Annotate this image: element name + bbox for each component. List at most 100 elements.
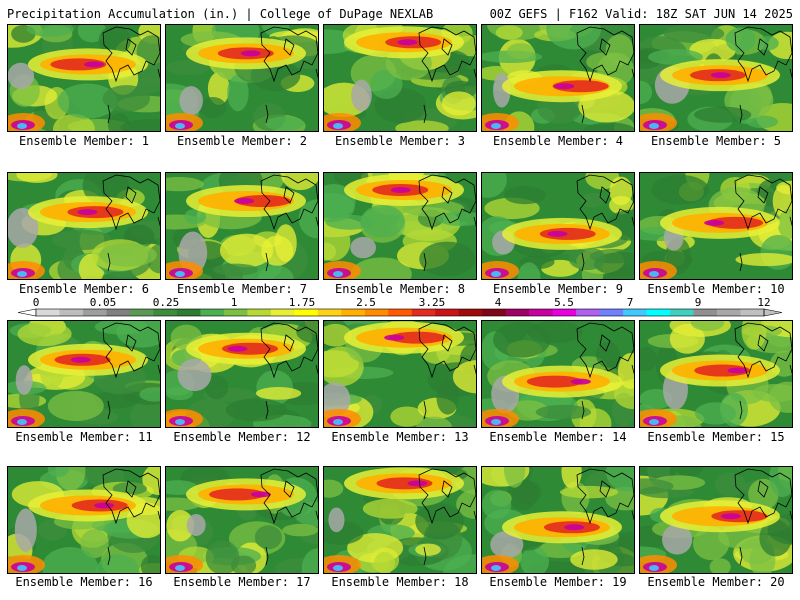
ensemble-member-map (7, 320, 161, 428)
border-line (107, 104, 111, 124)
border-line (265, 104, 269, 124)
great-lakes-outline (734, 26, 792, 83)
border-line (107, 546, 111, 566)
border-line (423, 400, 427, 420)
colorbar-swatch (200, 309, 225, 316)
colorbar-tick-label: 4 (494, 296, 502, 309)
ensemble-member-label: Ensemble Member: 3 (334, 134, 466, 148)
precip-field (8, 467, 160, 573)
ensemble-member-map (639, 172, 793, 280)
ensemble-member-label: Ensemble Member: 14 (489, 430, 627, 444)
ensemble-member-label: Ensemble Member: 8 (334, 282, 466, 296)
precip-field (640, 321, 792, 427)
ensemble-member-map (323, 466, 477, 574)
colorbar-tick-label: 0 (32, 296, 40, 309)
colorbar-swatch (435, 309, 460, 316)
precip-field (8, 25, 160, 131)
ensemble-member-map (7, 172, 161, 280)
model-valid-time: 00Z GEFS | F162 Valid: 18Z SAT JUN 14 20… (489, 7, 793, 21)
colorbar-swatch (623, 309, 648, 316)
colorbar-tick-label: 1.75 (288, 296, 316, 309)
great-lakes-outline (102, 174, 160, 231)
precip-field (482, 321, 634, 427)
border-line (423, 546, 427, 566)
colorbar-swatch (294, 309, 319, 316)
border-line (739, 546, 743, 566)
precip-field (324, 25, 476, 131)
colorbar-tick-label: 12 (757, 296, 771, 309)
colorbar-swatch (552, 309, 577, 316)
colorbar-swatch (364, 309, 389, 316)
ensemble-member-label: Ensemble Member: 4 (492, 134, 624, 148)
precip-colorbar (17, 308, 783, 317)
ensemble-member-map (165, 172, 319, 280)
ensemble-member-label: Ensemble Member: 12 (173, 430, 311, 444)
great-lakes-outline (418, 174, 476, 231)
great-lakes-outline (576, 468, 634, 525)
ensemble-member-label: Ensemble Member: 2 (176, 134, 308, 148)
great-lakes-outline (260, 468, 318, 525)
precip-field (640, 467, 792, 573)
precip-field (166, 173, 318, 279)
colorbar-swatch (129, 309, 154, 316)
border-line (739, 104, 743, 124)
border-line (423, 252, 427, 272)
colorbar-tick-label: 0.25 (152, 296, 180, 309)
great-lakes-outline (260, 322, 318, 379)
colorbar-swatch (59, 309, 84, 316)
great-lakes-outline (734, 174, 792, 231)
colorbar-tick-label: 0.05 (89, 296, 117, 309)
border-line (581, 546, 585, 566)
great-lakes-outline (576, 174, 634, 231)
colorbar-swatch (599, 309, 624, 316)
ensemble-member-label: Ensemble Member: 10 (647, 282, 785, 296)
colorbar-swatch (341, 309, 366, 316)
ensemble-member-label: Ensemble Member: 17 (173, 575, 311, 589)
great-lakes-outline (102, 26, 160, 83)
colorbar-swatch (576, 309, 601, 316)
precip-field (640, 25, 792, 131)
precip-field (324, 321, 476, 427)
colorbar-swatch (505, 309, 530, 316)
great-lakes-outline (576, 26, 634, 83)
ensemble-member-label: Ensemble Member: 11 (15, 430, 153, 444)
ensemble-member-map (7, 466, 161, 574)
colorbar-tick-label: 3.25 (418, 296, 446, 309)
great-lakes-outline (418, 468, 476, 525)
colorbar-swatch (693, 309, 718, 316)
border-line (265, 252, 269, 272)
product-title: Precipitation Accumulation (in.) | Colle… (7, 7, 434, 21)
colorbar-tick-label: 9 (694, 296, 702, 309)
colorbar-swatch (646, 309, 671, 316)
precip-field (166, 25, 318, 131)
colorbar-swatch (223, 309, 248, 316)
precip-field (482, 467, 634, 573)
ensemble-member-map (323, 320, 477, 428)
ensemble-member-map (323, 172, 477, 280)
precip-field (8, 321, 160, 427)
border-line (423, 104, 427, 124)
great-lakes-outline (734, 322, 792, 379)
colorbar-tick-label: 1 (230, 296, 238, 309)
ensemble-member-map (323, 24, 477, 132)
precip-field (482, 173, 634, 279)
ensemble-member-map (639, 466, 793, 574)
colorbar-swatch (482, 309, 507, 316)
colorbar-swatch (411, 309, 436, 316)
colorbar-swatch (529, 309, 554, 316)
colorbar-max-arrow (763, 308, 783, 317)
great-lakes-outline (260, 174, 318, 231)
colorbar-swatch (458, 309, 483, 316)
border-line (265, 546, 269, 566)
ensemble-member-label: Ensemble Member: 6 (18, 282, 150, 296)
border-line (581, 252, 585, 272)
ensemble-member-label: Ensemble Member: 9 (492, 282, 624, 296)
ensemble-member-map (165, 24, 319, 132)
great-lakes-outline (418, 322, 476, 379)
ensemble-member-map (481, 24, 635, 132)
precip-field (640, 173, 792, 279)
precip-field (482, 25, 634, 131)
ensemble-member-label: Ensemble Member: 15 (647, 430, 785, 444)
colorbar-tick-label: 2.5 (356, 296, 376, 309)
border-line (739, 400, 743, 420)
